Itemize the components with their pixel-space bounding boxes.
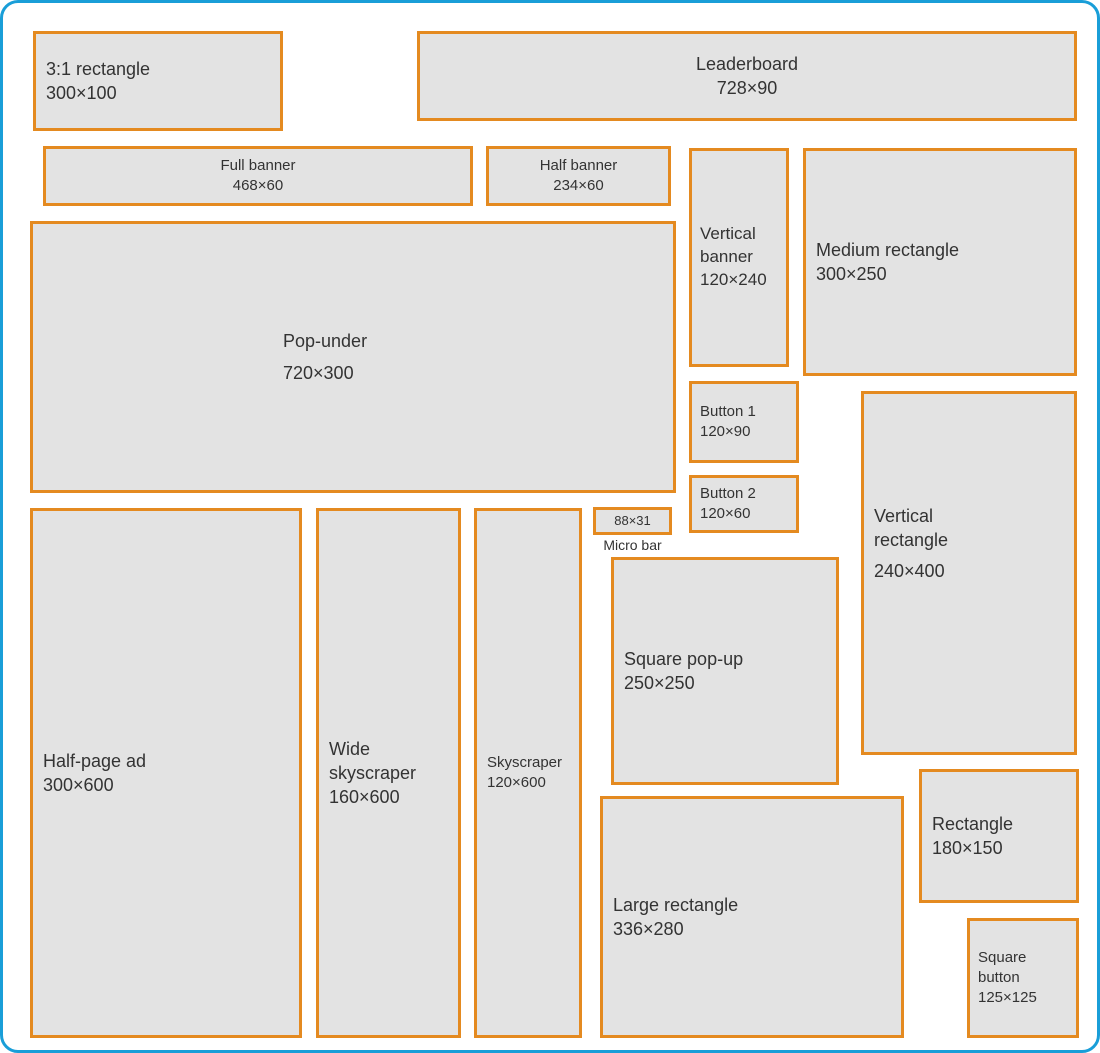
- dims: 120×60: [700, 504, 788, 524]
- label: Rectangle: [932, 812, 1066, 836]
- box-button-2: Button 2 120×60: [689, 475, 799, 533]
- box-wide-skyscraper: Wide skyscraper 160×600: [316, 508, 461, 1038]
- dims: 300×600: [43, 773, 289, 797]
- box-button-1: Button 1 120×90: [689, 381, 799, 463]
- box-skyscraper: Skyscraper 120×600: [474, 508, 582, 1038]
- label: Vertical rectangle: [874, 504, 1064, 553]
- ad-size-diagram: 3:1 rectangle 300×100 Leaderboard 728×90…: [0, 0, 1100, 1053]
- box-square-button: Square button 125×125: [967, 918, 1079, 1038]
- box-3-1-rectangle: 3:1 rectangle 300×100: [33, 31, 283, 131]
- label: 3:1 rectangle: [46, 57, 270, 81]
- box-large-rectangle: Large rectangle 336×280: [600, 796, 904, 1038]
- label: Wide skyscraper: [329, 737, 448, 786]
- dims: 250×250: [624, 671, 826, 695]
- box-vertical-rectangle: Vertical rectangle 240×400: [861, 391, 1077, 755]
- label: Full banner: [220, 156, 295, 176]
- dims: 336×280: [613, 917, 891, 941]
- label: Square pop-up: [624, 647, 826, 671]
- label: Square button: [978, 948, 1068, 989]
- dims: 120×90: [700, 422, 788, 442]
- dims: 468×60: [233, 176, 283, 196]
- label: Half banner: [540, 156, 618, 176]
- dims: 728×90: [717, 76, 778, 100]
- box-half-page-ad: Half-page ad 300×600: [30, 508, 302, 1038]
- label: Leaderboard: [696, 52, 798, 76]
- dims: 240×400: [874, 559, 1064, 583]
- dims: 720×300: [283, 361, 663, 385]
- micro-bar-caption: Micro bar: [593, 537, 672, 553]
- label: Pop-under: [283, 329, 663, 353]
- dims: 125×125: [978, 988, 1068, 1008]
- label: Button 2: [700, 484, 788, 504]
- box-leaderboard: Leaderboard 728×90: [417, 31, 1077, 121]
- box-pop-under: Pop-under 720×300: [30, 221, 676, 493]
- box-vertical-banner: Vertical banner 120×240: [689, 148, 789, 367]
- dims: 300×100: [46, 81, 270, 105]
- box-micro-bar: 88×31: [593, 507, 672, 535]
- dims: 120×600: [487, 773, 569, 793]
- dims: 120×240: [700, 269, 778, 292]
- box-square-popup: Square pop-up 250×250: [611, 557, 839, 785]
- label: Skyscraper: [487, 753, 569, 773]
- box-half-banner: Half banner 234×60: [486, 146, 671, 206]
- label: Half-page ad: [43, 749, 289, 773]
- dims: 88×31: [614, 512, 651, 530]
- dims: 160×600: [329, 785, 448, 809]
- box-full-banner: Full banner 468×60: [43, 146, 473, 206]
- label: Large rectangle: [613, 893, 891, 917]
- label: Button 1: [700, 402, 788, 422]
- label: Medium rectangle: [816, 238, 1064, 262]
- box-rectangle: Rectangle 180×150: [919, 769, 1079, 903]
- label: Vertical banner: [700, 223, 778, 269]
- box-medium-rectangle: Medium rectangle 300×250: [803, 148, 1077, 376]
- dims: 234×60: [553, 176, 603, 196]
- dims: 180×150: [932, 836, 1066, 860]
- dims: 300×250: [816, 262, 1064, 286]
